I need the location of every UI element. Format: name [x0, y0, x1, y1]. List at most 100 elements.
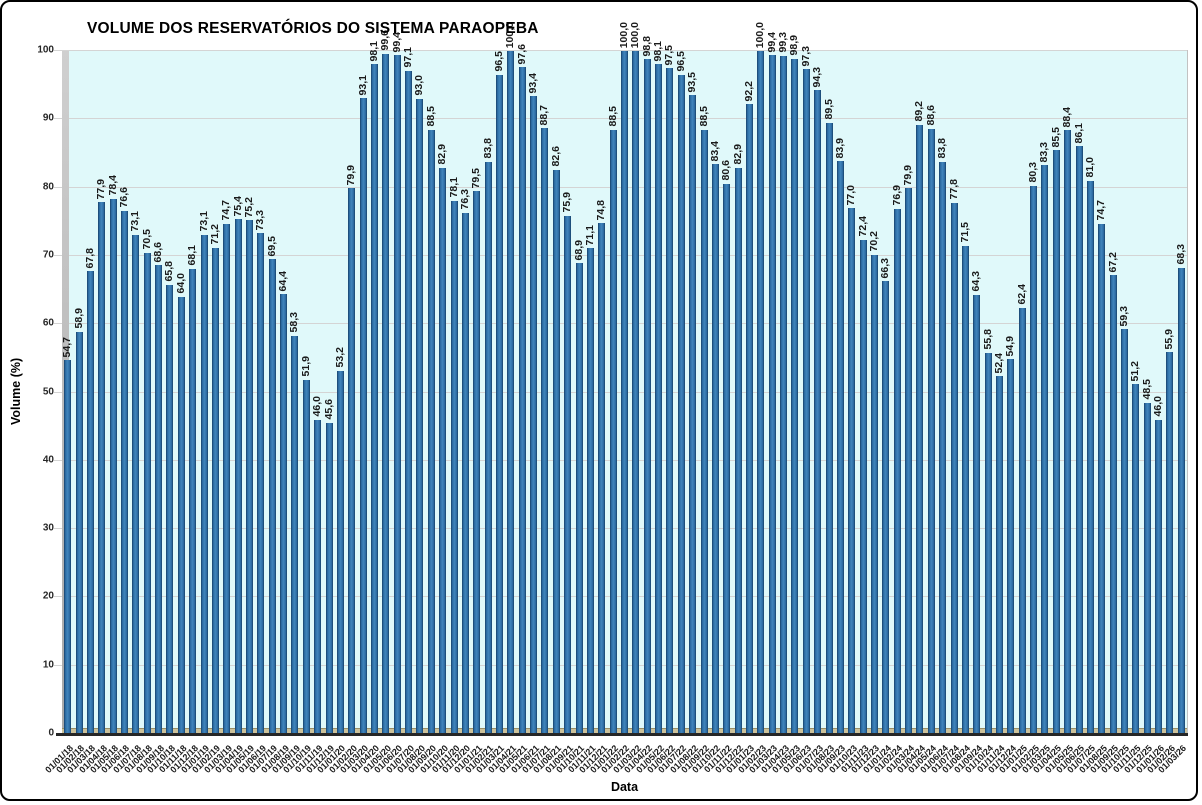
bar: [1121, 328, 1128, 734]
bar: [382, 53, 390, 734]
bar-value-label: 68,6: [152, 242, 165, 263]
bar-value-label: 67,8: [83, 247, 96, 268]
bar: [189, 268, 197, 734]
plot-area: 54,7 58,9 67,8 77,9 78,4 76,6 73,1 70,5 68,6 65,8…: [54, 22, 1188, 734]
bar: [768, 55, 776, 734]
bar-value-label: 76,6: [117, 187, 130, 208]
bar-value-label: 64,4: [277, 270, 290, 292]
bar: [1155, 419, 1163, 734]
bar-value-label: 79,9: [902, 164, 915, 186]
bar: [643, 59, 651, 734]
bar: [450, 200, 458, 734]
bar: [484, 161, 492, 734]
bar: [371, 63, 378, 734]
bar: [950, 202, 958, 734]
bar: [723, 183, 731, 734]
bar-value-label: 88,5: [424, 106, 437, 127]
y-tick-label: 60: [42, 317, 54, 329]
y-axis-ticks: 0 10 20 30 40 50 60 70 80 90 100: [2, 45, 54, 739]
bar: [666, 68, 674, 734]
bar-value-label: 92,2: [743, 80, 755, 102]
bar-value-label: 82,9: [436, 144, 449, 165]
bar-value-label: 51,9: [299, 356, 312, 377]
bar-value-label: 82,9: [731, 144, 744, 165]
bar-value-label: 70,2: [868, 231, 880, 252]
bar-value-label: 46,0: [1152, 396, 1165, 417]
bar-value-label: 88,7: [538, 104, 551, 126]
bar: [257, 233, 265, 734]
bar-value-label: 54,7: [61, 336, 74, 358]
bar: [416, 98, 424, 734]
gridline: [54, 323, 1187, 325]
bar: [405, 70, 413, 734]
bar-value-label: 81,0: [1083, 157, 1096, 178]
bar-value-label: 74,8: [595, 199, 608, 221]
bar: [155, 265, 163, 734]
bar: [75, 331, 83, 734]
bar-value-label: 79,5: [470, 167, 483, 189]
gridline: [54, 391, 1187, 393]
bar: [86, 270, 94, 734]
bar-value-label: 71,5: [958, 222, 971, 243]
bar: [700, 129, 708, 734]
bar: [689, 95, 697, 734]
gridline: [54, 254, 1187, 256]
bar-value-label: 75,9: [561, 192, 574, 213]
bar-value-label: 79,9: [345, 164, 358, 186]
bar: [984, 352, 992, 734]
y-tick-label: 90: [42, 112, 54, 124]
bar-value-label: 97,1: [402, 47, 415, 68]
bar: [348, 188, 356, 734]
bar: [518, 67, 526, 734]
bar-value-label: 89,5: [822, 99, 835, 120]
bar-value-label: 77,0: [845, 184, 858, 206]
bar-value-label: 53,2: [333, 347, 346, 368]
bar: [780, 55, 788, 734]
bar: [1166, 352, 1174, 734]
bar-value-label: 76,9: [890, 185, 903, 206]
bar: [166, 284, 174, 734]
bar-value-label: 88,6: [924, 105, 937, 126]
bar: [586, 248, 594, 734]
bar: [1018, 307, 1026, 734]
bar-value-label: 96,5: [674, 51, 687, 72]
gridline: [54, 118, 1187, 120]
bar-value-label: 68,1: [186, 245, 199, 266]
bar: [973, 294, 981, 734]
x-axis-line: [56, 733, 1188, 736]
bar: [64, 360, 72, 734]
bar-value-label: 85,5: [1049, 126, 1062, 148]
bar-value-label: 71,1: [583, 224, 596, 246]
bar: [530, 96, 538, 734]
bar: [439, 167, 447, 734]
bar: [393, 55, 401, 734]
bar-value-label: 45,6: [322, 399, 335, 420]
bar: [621, 51, 628, 734]
y-tick-label: 100: [37, 44, 54, 56]
bar-value-label: 66,3: [879, 257, 892, 279]
bar: [1041, 165, 1049, 734]
bar: [825, 122, 833, 734]
gridline: [54, 528, 1187, 530]
bar-value-label: 62,4: [1015, 284, 1028, 305]
bar: [871, 254, 878, 734]
bar: [1052, 150, 1060, 734]
bar-value-label: 58,9: [72, 308, 85, 329]
bar: [1132, 384, 1140, 734]
bar-value-label: 59,3: [1118, 305, 1130, 326]
bar-value-label: 88,5: [697, 106, 710, 127]
bar: [98, 201, 106, 734]
bar: [234, 219, 242, 734]
bar: [746, 104, 753, 734]
bar: [905, 188, 913, 734]
bar: [461, 212, 469, 734]
bar: [541, 128, 549, 734]
bar: [961, 245, 969, 734]
y-tick-label: 80: [42, 181, 54, 193]
bar: [314, 419, 322, 734]
y-tick-label: 40: [42, 454, 54, 466]
bar-value-label: 55,9: [1163, 328, 1176, 350]
bar: [836, 160, 844, 734]
bar: [1109, 275, 1117, 734]
